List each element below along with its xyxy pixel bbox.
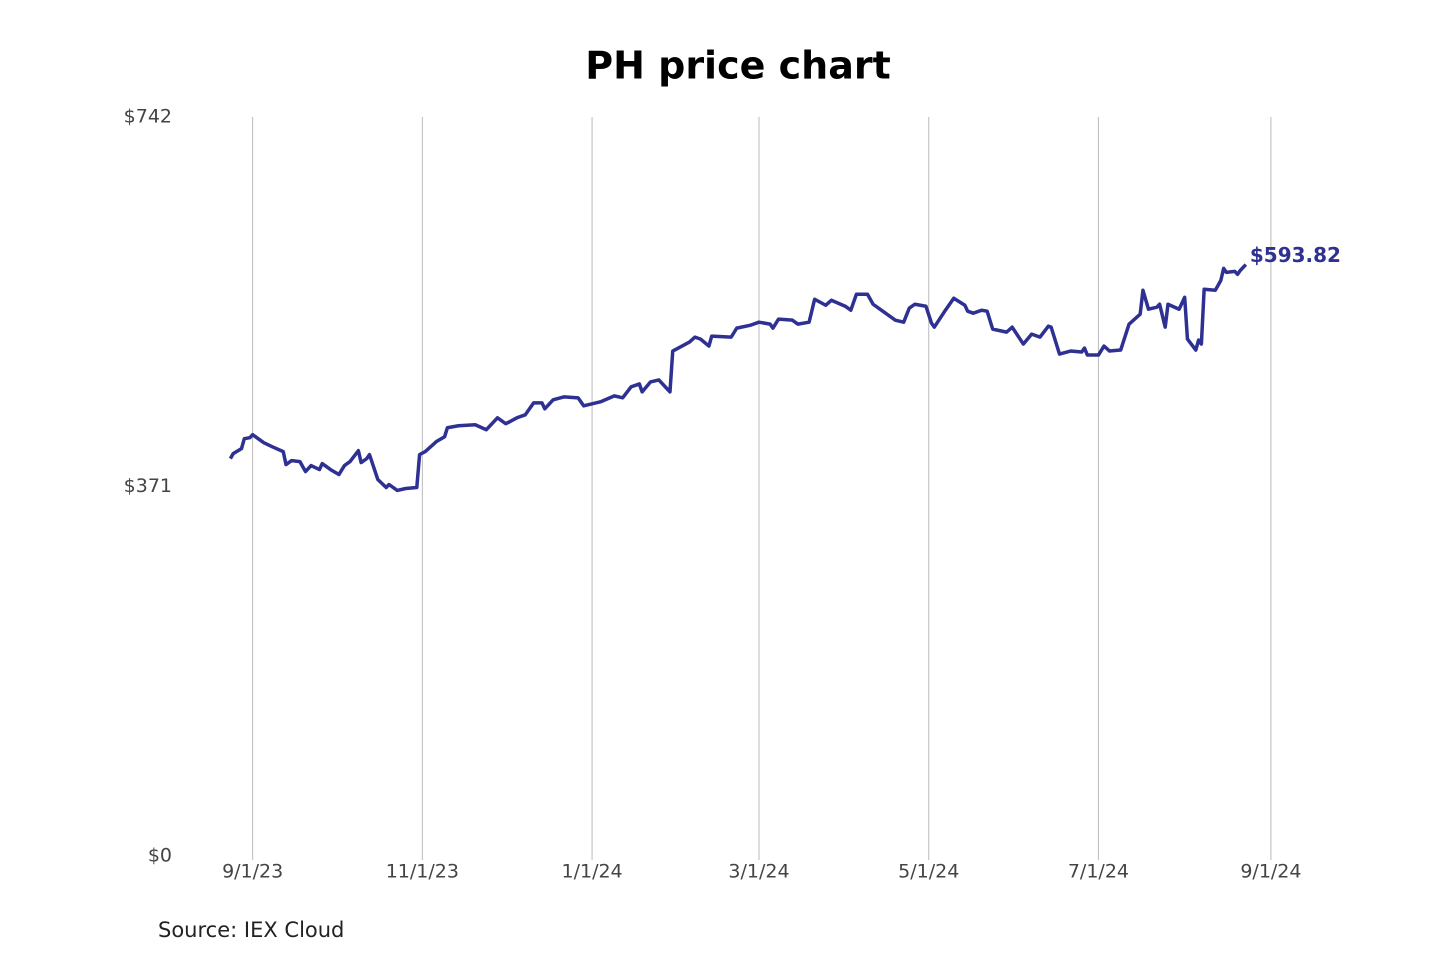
chart-title: PH price chart [585,44,891,88]
x-tick-label: 3/1/24 [728,861,789,883]
price-line [228,263,1248,493]
y-tick-label: $742 [124,106,172,128]
x-tick-label: 7/1/24 [1068,861,1129,883]
x-tick-label: 9/1/23 [222,861,283,883]
y-tick-label: $371 [124,475,172,497]
y-tick-label: $0 [148,845,172,867]
x-tick-label: 5/1/24 [898,861,959,883]
end-value-label: $593.82 [1250,243,1341,267]
x-tick-label: 11/1/23 [386,861,459,883]
source-note: Source: IEX Cloud [158,918,344,942]
x-tick-label: 9/1/24 [1240,861,1301,883]
x-tick-label: 1/1/24 [561,861,622,883]
